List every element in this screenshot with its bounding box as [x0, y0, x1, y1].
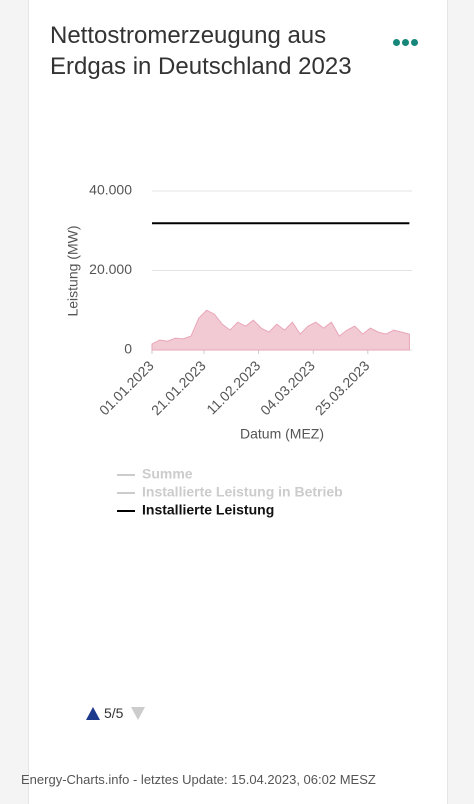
y-tick-label: 40.000 [89, 182, 132, 198]
x-tick-label: 01.01.2023 [96, 357, 157, 418]
x-tick-label: 25.03.2023 [312, 357, 373, 418]
legend-entry[interactable]: Summe [142, 466, 193, 482]
y-axis-label: Leistung (MW) [65, 225, 81, 316]
menu-button[interactable] [393, 33, 420, 51]
x-tick-label: 21.01.2023 [148, 357, 209, 418]
pager-up[interactable] [85, 706, 101, 720]
x-tick-label: 04.03.2023 [257, 357, 318, 418]
y-tick-label: 20.000 [89, 261, 132, 277]
x-tick-label: 11.02.2023 [203, 357, 263, 417]
legend-entry[interactable]: Installierte Leistung [142, 502, 274, 518]
pager-down[interactable] [130, 706, 146, 720]
legend-entry[interactable]: Installierte Leistung in Betrieb [142, 484, 343, 500]
card: Nettostromerzeugung aus Erdgas in Deutsc… [28, 0, 448, 804]
chart: 0 20.000 40.000 01.01.202321.01.202311.02.2… [65, 182, 412, 518]
y-tick-label: 0 [124, 341, 132, 357]
area [151, 309, 410, 351]
legend-pager: 5/5 [85, 704, 146, 721]
pager-text: 5/5 [104, 705, 124, 721]
footer: Energy-Charts.info - letztes Update: 15.… [21, 772, 376, 787]
chart-title: Nettostromerzeugung aus Erdgas in Deutsc… [50, 22, 352, 80]
x-axis-label: Datum (MEZ) [240, 426, 324, 442]
